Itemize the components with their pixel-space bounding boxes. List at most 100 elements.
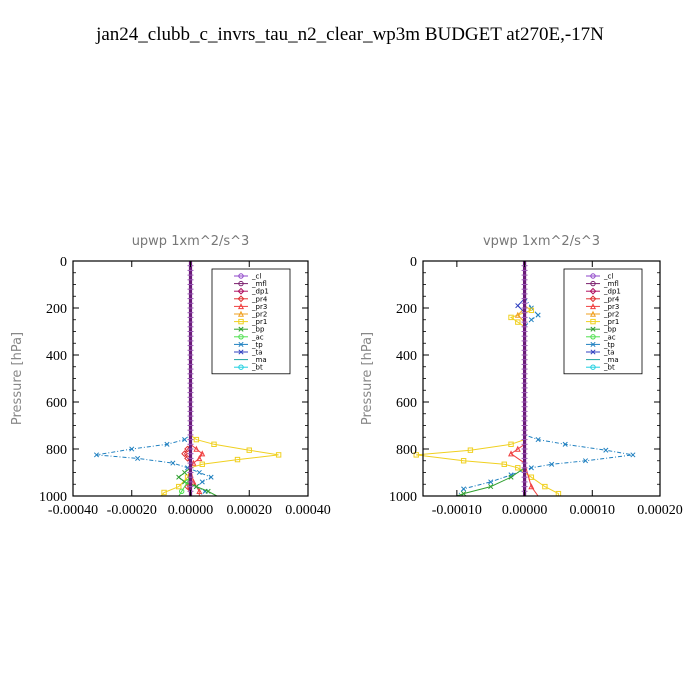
data-point-pr1 xyxy=(460,458,467,464)
data-point-pr1 xyxy=(515,319,521,325)
legend-item-dp1: _dp1 xyxy=(234,288,269,296)
data-point-ta xyxy=(238,349,244,355)
legend-item-pr4: _pr4 xyxy=(234,295,268,303)
legend-item-cl: _cl xyxy=(234,273,261,281)
series-tp xyxy=(93,261,214,497)
data-point-bp xyxy=(238,326,244,332)
x-tick-label: 0.00010 xyxy=(570,503,616,518)
legend-item-bt: _bt xyxy=(586,364,615,372)
data-point-tp xyxy=(238,341,244,347)
legend-item-mfl: _mfl xyxy=(586,280,619,288)
data-point-tp xyxy=(488,479,494,485)
y-tick-label: 200 xyxy=(396,302,417,317)
data-point-pr3 xyxy=(196,487,203,494)
legend-label: _bp xyxy=(251,326,265,334)
y-tick-label: 800 xyxy=(46,443,67,458)
legend-item-mfl: _mfl xyxy=(234,280,267,288)
y-axis-label: Pressure [hPa] xyxy=(10,332,25,425)
legend-item-cl: _cl xyxy=(586,273,613,281)
legend-item-ta: _ta xyxy=(586,349,615,357)
data-point-tp xyxy=(170,460,176,466)
legend-item-ma: _ma xyxy=(586,356,619,364)
data-point-pr4 xyxy=(181,450,189,458)
series-pr1 xyxy=(413,261,562,497)
data-point-cl xyxy=(238,273,244,279)
data-point-tp xyxy=(135,455,141,461)
data-point-bt xyxy=(590,364,596,370)
data-point-dp1 xyxy=(589,287,597,295)
data-point-pr3 xyxy=(589,303,597,310)
data-point-bp xyxy=(176,474,182,480)
x-tick-label: -0.00010 xyxy=(432,503,482,518)
y-tick-label: 1000 xyxy=(39,490,67,505)
data-point-pr2 xyxy=(589,310,597,317)
data-point-pr1 xyxy=(515,465,521,471)
data-point-bp xyxy=(488,484,494,490)
data-point-cl xyxy=(590,273,596,279)
legend-item-bt: _bt xyxy=(234,364,263,372)
data-point-tp xyxy=(461,486,467,492)
y-tick-label: 400 xyxy=(46,349,67,364)
data-point-pr1 xyxy=(246,447,252,453)
data-point-tp xyxy=(590,341,596,347)
data-point-bp xyxy=(508,474,514,480)
data-point-ac xyxy=(178,488,185,494)
data-point-pr1 xyxy=(501,461,507,467)
data-point-pr1 xyxy=(528,307,535,314)
data-point-pr3 xyxy=(193,445,200,452)
legend-item-pr1: _pr1 xyxy=(234,318,267,326)
data-point-pr4 xyxy=(589,295,597,303)
y-tick-label: 600 xyxy=(46,396,67,411)
legend-item-pr1: _pr1 xyxy=(586,318,619,326)
data-point-pr1 xyxy=(234,456,241,463)
data-point-pr1 xyxy=(508,441,514,448)
data-point-pr1 xyxy=(161,489,167,496)
data-point-tp xyxy=(93,452,100,458)
legend-item-ta: _ta xyxy=(234,349,263,357)
figure-title: jan24_clubb_c_invrs_tau_n2_clear_wp3m BU… xyxy=(95,24,604,45)
data-point-ta xyxy=(515,303,521,309)
legend: _cl_mfl_dp1_pr4_pr3_pr2_pr1_bp_ac_tp_ta_… xyxy=(563,268,643,375)
legend-item-ma: _ma xyxy=(234,356,267,364)
legend-item-pr4: _pr4 xyxy=(586,295,620,303)
y-tick-label: 0 xyxy=(60,255,67,270)
legend-label: _pr2 xyxy=(603,311,619,319)
data-point-tp xyxy=(528,317,534,323)
data-point-pr1 xyxy=(199,461,205,467)
y-tick-label: 1000 xyxy=(389,490,417,505)
legend-label: _ta xyxy=(251,349,263,357)
data-point-pr3 xyxy=(514,445,521,452)
data-point-mfl xyxy=(238,280,244,287)
data-point-bp xyxy=(182,469,188,476)
legend-label: _dp1 xyxy=(251,288,269,296)
legend-label: _mfl xyxy=(603,280,619,288)
data-point-pr3 xyxy=(196,455,203,462)
legend-label: _ta xyxy=(603,349,615,357)
legend-label: _cl xyxy=(251,273,261,281)
legend-item-bp: _bp xyxy=(234,326,265,334)
legend-label: _bt xyxy=(603,364,615,372)
legend-label: _tp xyxy=(251,341,263,349)
legend-label: _ac xyxy=(251,333,264,341)
legend-label: _pr1 xyxy=(251,318,267,326)
legend-label: _pr3 xyxy=(251,303,267,311)
legend-label: _pr1 xyxy=(603,318,619,326)
panel-title: upwp 1xm^2/s^3 xyxy=(132,234,250,249)
data-point-bp xyxy=(461,491,467,497)
data-point-pr3 xyxy=(237,303,245,310)
panel-title: vpwp 1xm^2/s^3 xyxy=(483,234,600,249)
data-point-tp xyxy=(582,458,589,464)
data-point-pr2 xyxy=(514,311,521,318)
data-point-pr1 xyxy=(275,452,282,458)
data-point-pr4 xyxy=(237,295,245,303)
legend-label: _mfl xyxy=(251,280,267,288)
data-point-tp xyxy=(528,465,534,471)
y-tick-label: 800 xyxy=(396,443,417,458)
legend-label: _pr3 xyxy=(603,303,619,311)
data-point-pr3 xyxy=(199,450,206,457)
legend-label: _tp xyxy=(603,341,615,349)
legend-item-dp1: _dp1 xyxy=(586,288,621,296)
data-point-pr1 xyxy=(238,318,244,325)
data-point-pr1 xyxy=(176,483,182,490)
y-tick-label: 400 xyxy=(396,349,417,364)
